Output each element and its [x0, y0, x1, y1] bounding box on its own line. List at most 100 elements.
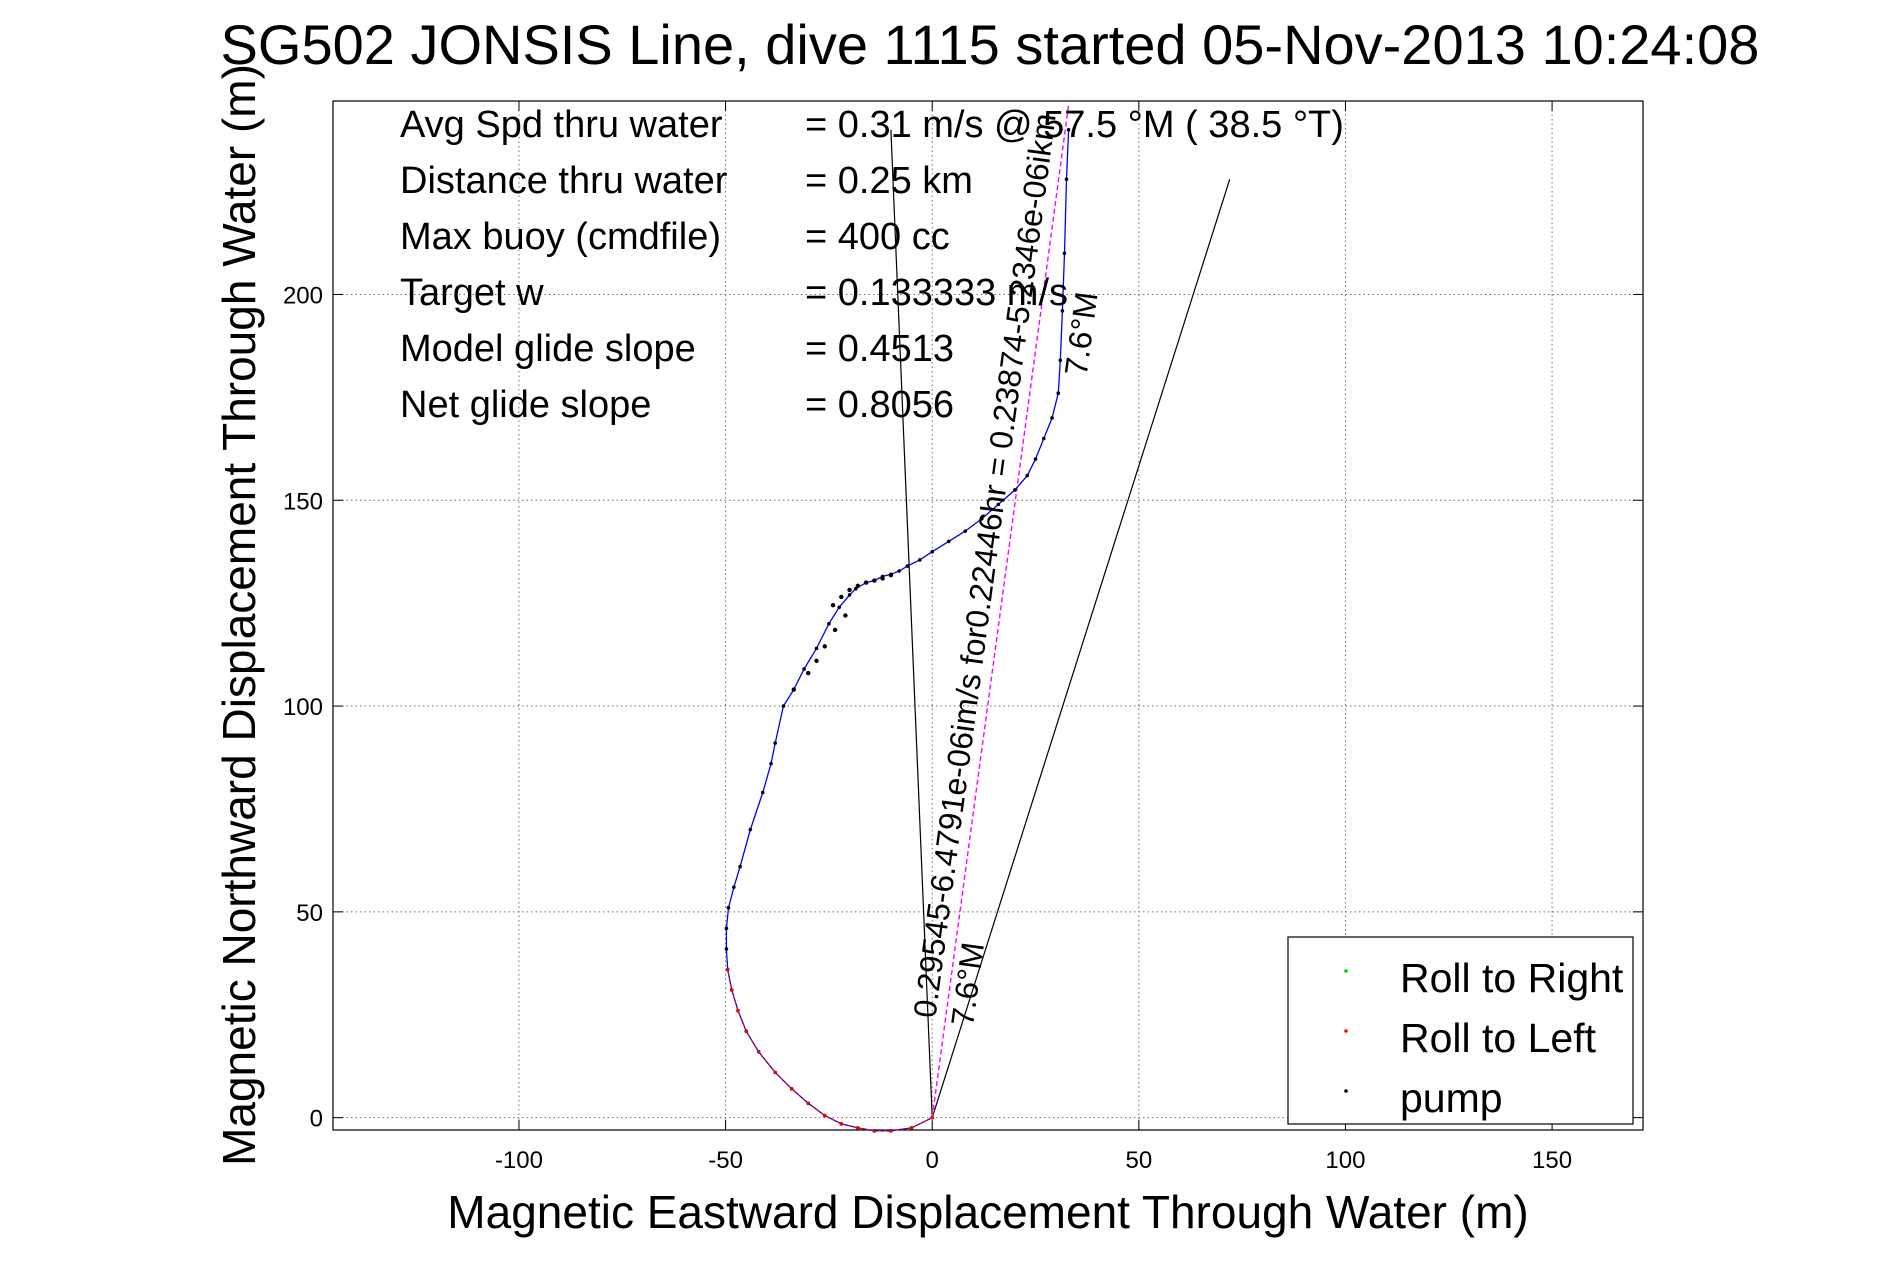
info-label-net-glide: Net glide slope	[400, 384, 651, 426]
legend-swatch-pump	[1344, 1089, 1348, 1093]
track-point	[1041, 436, 1046, 441]
pump-point	[832, 627, 838, 633]
track-point	[847, 593, 852, 597]
roll-left-point	[773, 1070, 777, 1074]
pump-point	[806, 670, 811, 676]
pump-point	[830, 603, 836, 608]
grid-lines	[333, 101, 1643, 1130]
roll-left-point	[909, 1126, 914, 1130]
info-value-target-w: = 0.133333 m/s	[805, 272, 1068, 314]
roll-left-point	[790, 1087, 794, 1091]
track-point	[930, 549, 935, 554]
roll-left-point	[726, 967, 730, 972]
track-point	[724, 947, 729, 951]
pump-point	[839, 594, 844, 600]
track-point	[1033, 457, 1038, 461]
track-point	[732, 885, 736, 889]
track-point	[1062, 251, 1067, 256]
x-tick-label: 100	[1325, 1147, 1365, 1174]
current-line	[931, 105, 1070, 1118]
legend: Roll to Right Roll to Left pump	[1287, 936, 1634, 1125]
x-tick-label: 150	[1532, 1147, 1572, 1174]
roll-left-point	[856, 1126, 860, 1130]
info-value-distance: = 0.25 km	[805, 160, 973, 202]
info-value-max-buoy: = 400 cc	[805, 216, 950, 258]
info-label-distance: Distance thru water	[400, 160, 728, 202]
legend-swatch-roll-right	[1344, 969, 1348, 973]
roll-left-point	[889, 1129, 893, 1133]
roll-left-point	[839, 1122, 843, 1126]
track-point	[802, 667, 806, 671]
y-tick-label: 150	[283, 488, 323, 515]
info-value-net-glide: = 0.8056	[805, 384, 954, 426]
pump-point	[872, 578, 877, 583]
legend-swatch-roll-left	[1344, 1029, 1348, 1033]
legend-label-roll-right: Roll to Right	[1400, 955, 1624, 1001]
track-point	[1013, 488, 1017, 492]
reference-lines	[890, 129, 1231, 1118]
track-point	[946, 539, 951, 544]
info-value-model-glide: = 0.4513	[805, 328, 954, 370]
axis-ticks: -100 -50 0 50 100 150 0 50 100 150 200	[283, 101, 1643, 1174]
track-point	[897, 569, 901, 573]
x-tick-label: -50	[708, 1147, 743, 1174]
y-tick-label: 100	[283, 694, 323, 721]
pump-point	[814, 658, 819, 663]
track-point	[918, 558, 922, 562]
track-point	[1025, 473, 1030, 478]
pump-point	[822, 644, 827, 649]
pump-point	[843, 613, 848, 618]
roll-left-point	[744, 1029, 748, 1033]
y-tick-label: 200	[283, 282, 323, 309]
roll-left-point	[736, 1009, 740, 1013]
track-point	[853, 586, 858, 591]
x-axis-label: Magnetic Eastward Displacement Through W…	[447, 1186, 1528, 1238]
pump-point	[880, 576, 885, 581]
track-point	[980, 516, 984, 521]
track-point	[905, 564, 910, 568]
chart-title: SG502 JONSIS Line, dive 1115 started 05-…	[221, 13, 1760, 76]
track-point	[726, 905, 731, 910]
track-point	[748, 827, 753, 832]
track-point	[1066, 128, 1071, 132]
track-point	[1050, 416, 1054, 420]
track-point	[963, 529, 968, 533]
reference-line	[931, 179, 1231, 1118]
y-tick-label: 0	[310, 1106, 323, 1133]
track-point	[738, 864, 742, 869]
info-value-avg-speed: = 0.31 m/s @ 57.5 °M ( 38.5 °T)	[805, 104, 1344, 146]
roll-left-point	[823, 1113, 827, 1118]
track-point	[773, 741, 777, 745]
track-point	[827, 621, 831, 626]
y-axis-label: Magnetic Northward Displacement Through …	[213, 64, 265, 1166]
track-point	[724, 926, 729, 931]
track-point	[837, 605, 842, 610]
track-point	[1056, 391, 1061, 396]
roll-left-point	[806, 1101, 810, 1105]
info-label-avg-speed: Avg Spd thru water	[400, 104, 723, 146]
roll-left-point	[930, 1116, 934, 1120]
info-label-model-glide: Model glide slope	[400, 328, 696, 370]
reference-line	[890, 129, 933, 1118]
track-point	[996, 502, 1001, 507]
info-block: Avg Spd thru water = 0.31 m/s @ 57.5 °M …	[400, 104, 1344, 426]
points-layer	[724, 128, 1071, 1133]
track-point	[814, 646, 819, 651]
x-tick-label: 50	[1125, 1147, 1152, 1174]
track-point	[781, 704, 786, 708]
pump-point	[888, 572, 894, 578]
y-tick-label: 50	[296, 900, 323, 927]
info-label-target-w: Target w	[400, 272, 544, 314]
pump-point	[847, 587, 852, 593]
track-point	[1064, 177, 1069, 182]
pump-point	[855, 583, 861, 589]
pump-point	[863, 580, 869, 585]
legend-label-pump: pump	[1400, 1075, 1503, 1121]
track-point	[1058, 358, 1063, 363]
legend-label-roll-left: Roll to Left	[1400, 1015, 1597, 1061]
track-point	[760, 790, 765, 795]
pump-point	[791, 687, 796, 692]
roll-left-point	[730, 988, 734, 992]
